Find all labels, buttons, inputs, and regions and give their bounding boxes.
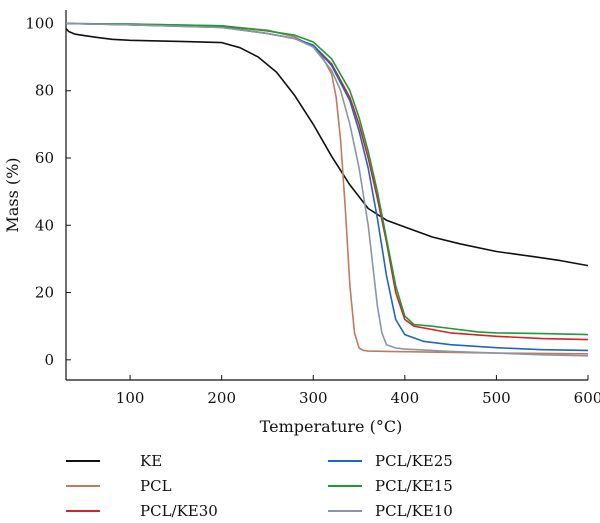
y-tick-label: 60	[35, 149, 54, 167]
series-lines	[65, 22, 589, 357]
series-line-pcl-ke10	[65, 22, 589, 357]
series-line-ke	[65, 27, 589, 267]
legend: KE PCL PCL/KE30 PCL/KE25 PCL/KE15 PCL/KE10	[66, 452, 453, 520]
y-tick-label: 0	[44, 351, 54, 369]
y-tick-label: 20	[35, 284, 54, 302]
x-ticks: 100 200 300 400 500 600	[116, 375, 600, 407]
x-tick-label: 500	[482, 389, 511, 407]
legend-label-pcl-ke15: PCL/KE15	[375, 477, 453, 495]
x-axis-title: Temperature (°C)	[260, 417, 403, 436]
y-axis-title: Mass (%)	[3, 157, 22, 232]
legend-label-pcl: PCL	[140, 477, 172, 495]
y-tick-label: 40	[35, 216, 54, 234]
series-line-pcl-ke25	[65, 22, 589, 352]
legend-label-pcl-ke30: PCL/KE30	[140, 502, 218, 520]
series-line-pcl	[65, 22, 589, 355]
series-line-pcl-ke30	[65, 22, 589, 341]
legend-label-pcl-ke25: PCL/KE25	[375, 452, 453, 470]
x-tick-label: 300	[299, 389, 328, 407]
y-tick-label: 80	[35, 82, 54, 100]
axes	[65, 10, 588, 381]
x-tick-label: 200	[207, 389, 236, 407]
x-tick-label: 100	[116, 389, 145, 407]
y-ticks: 0 20 40 60 80 100	[25, 14, 71, 369]
legend-label-ke: KE	[140, 452, 162, 470]
legend-label-pcl-ke10: PCL/KE10	[375, 502, 453, 520]
series-line-pcl-ke15	[65, 22, 589, 336]
y-tick-label: 100	[25, 14, 54, 32]
x-tick-label: 600	[574, 389, 600, 407]
x-tick-label: 400	[391, 389, 420, 407]
